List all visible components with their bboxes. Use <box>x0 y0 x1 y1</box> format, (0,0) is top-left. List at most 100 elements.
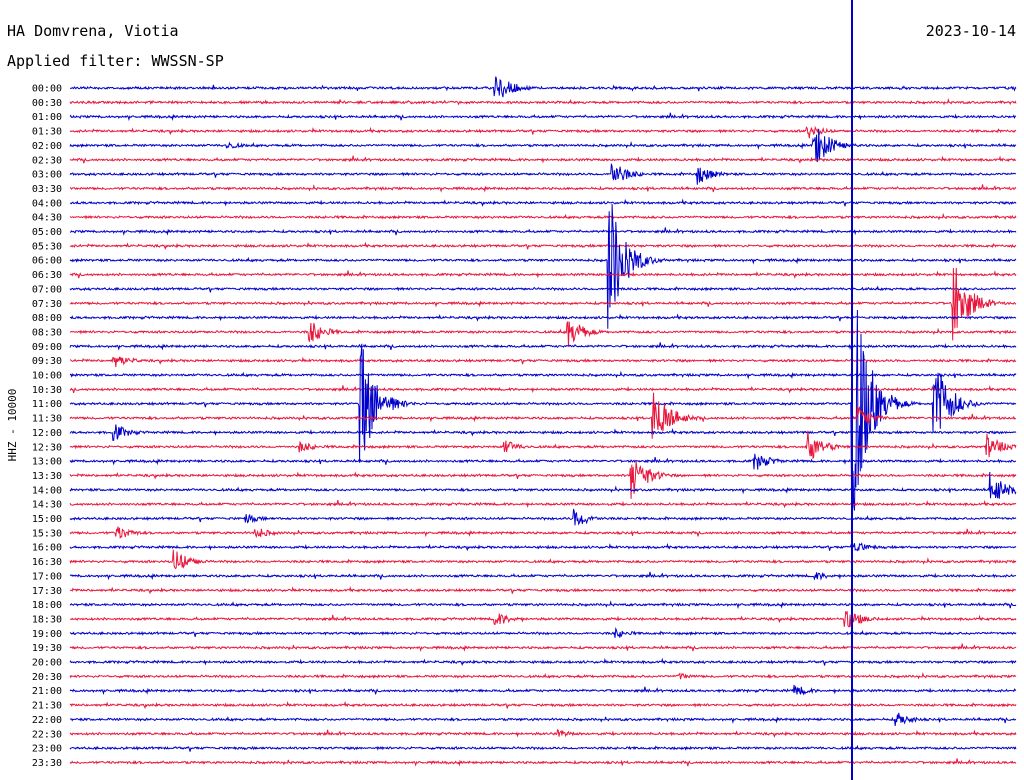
trace-row <box>69 712 1017 726</box>
time-tick-label: 06:30 <box>32 270 62 281</box>
trace-row <box>69 684 1017 696</box>
time-tick-label: 09:30 <box>32 356 62 367</box>
trace-row <box>69 424 1017 441</box>
time-tick-label: 20:30 <box>32 672 62 683</box>
time-tick-label: 02:00 <box>32 141 62 152</box>
trace-row <box>69 541 1017 552</box>
trace-row <box>69 508 1017 526</box>
time-tick-label: 21:30 <box>32 701 62 712</box>
time-tick-label: 15:00 <box>32 514 62 525</box>
time-tick-label: 00:30 <box>32 98 62 109</box>
time-tick-label: 17:30 <box>32 586 62 597</box>
time-tick-label: 13:00 <box>32 457 62 468</box>
y-axis-label: HHZ - 10000 <box>6 389 19 462</box>
time-tick-label: 06:00 <box>32 256 62 267</box>
time-tick-label: 21:00 <box>32 686 62 697</box>
trace-row <box>69 392 1017 439</box>
date-label: 2023-10-14 <box>926 22 1016 40</box>
time-tick-label: 01:00 <box>32 112 62 123</box>
trace-row <box>69 163 1016 185</box>
time-tick-label: 18:30 <box>32 614 62 625</box>
time-tick-label: 09:00 <box>32 342 62 353</box>
trace-row <box>69 610 1017 628</box>
trace-row <box>69 758 1017 767</box>
trace-row <box>69 626 1017 639</box>
station-title: HA Domvrena, Viotia <box>7 22 179 40</box>
trace-row <box>69 657 1017 667</box>
seismic-traces <box>69 0 1017 780</box>
trace-row <box>69 76 1017 98</box>
time-tick-label: 01:30 <box>32 127 62 138</box>
time-tick-label: 23:00 <box>32 744 62 755</box>
time-tick-label: 17:00 <box>32 571 62 582</box>
trace-row <box>69 356 1017 368</box>
trace-row <box>69 600 1017 610</box>
trace-row <box>69 203 1017 329</box>
time-tick-label: 19:00 <box>32 629 62 640</box>
time-tick-label: 12:00 <box>32 428 62 439</box>
time-tick-label: 10:30 <box>32 385 62 396</box>
time-tick-label: 03:00 <box>32 170 62 181</box>
time-tick-label: 08:30 <box>32 327 62 338</box>
trace-row <box>69 112 1017 122</box>
trace-row <box>69 370 1017 380</box>
trace-row <box>69 155 1017 164</box>
time-tick-label: 14:00 <box>32 485 62 496</box>
time-tick-label: 22:30 <box>32 729 62 740</box>
time-tick-label: 16:30 <box>32 557 62 568</box>
trace-row <box>69 320 1017 347</box>
trace-row <box>69 241 1017 250</box>
time-tick-label: 22:00 <box>32 715 62 726</box>
trace-row <box>69 700 1017 710</box>
trace-row <box>69 571 1017 581</box>
time-tick-labels: 00:00 00:30 01:00 01:30 02:00 02:30 03:00 03:30… <box>32 84 62 769</box>
time-tick-label: 20:00 <box>32 658 62 669</box>
trace-row <box>69 526 1017 540</box>
trace-row <box>69 313 1017 322</box>
trace-row <box>69 643 1017 652</box>
trace-row <box>70 586 1016 595</box>
time-tick-label: 07:30 <box>32 299 62 310</box>
time-tick-label: 15:30 <box>32 528 62 539</box>
trace-row <box>69 270 1017 279</box>
trace-row <box>69 384 1017 394</box>
time-tick-label: 03:30 <box>32 184 62 195</box>
time-tick-label: 13:30 <box>32 471 62 482</box>
time-tick-label: 04:00 <box>32 198 62 209</box>
trace-row <box>69 671 1017 680</box>
trace-row <box>69 471 1017 499</box>
time-tick-label: 18:00 <box>32 600 62 611</box>
trace-row <box>69 198 1017 207</box>
trace-row <box>69 309 1017 536</box>
time-tick-label: 07:00 <box>32 284 62 295</box>
time-tick-label: 23:30 <box>32 758 62 769</box>
time-tick-label: 00:00 <box>32 84 62 95</box>
trace-row <box>69 453 1017 470</box>
trace-row <box>69 461 1017 499</box>
trace-row <box>69 499 1017 509</box>
time-tick-label: 14:30 <box>32 500 62 511</box>
filter-label: Applied filter: WWSSN-SP <box>7 52 224 70</box>
trace-row <box>69 728 1017 738</box>
time-tick-label: 05:30 <box>32 241 62 252</box>
trace-row <box>69 430 1017 460</box>
trace-row <box>69 97 1017 106</box>
trace-row <box>69 212 1017 221</box>
time-tick-label: 19:30 <box>32 643 62 654</box>
time-tick-label: 04:30 <box>32 213 62 224</box>
trace-row <box>69 744 1017 752</box>
trace-row <box>69 183 1017 193</box>
time-tick-label: 10:00 <box>32 371 62 382</box>
time-tick-label: 12:30 <box>32 442 62 453</box>
trace-row <box>69 227 1017 236</box>
trace-row <box>69 342 1017 351</box>
time-tick-label: 08:00 <box>32 313 62 324</box>
trace-row <box>69 125 1017 139</box>
time-tick-label: 02:30 <box>32 155 62 166</box>
time-tick-label: 11:30 <box>32 414 62 425</box>
time-tick-label: 11:00 <box>32 399 62 410</box>
time-tick-label: 05:00 <box>32 227 62 238</box>
trace-row <box>69 267 1017 341</box>
trace-row <box>69 285 1017 293</box>
